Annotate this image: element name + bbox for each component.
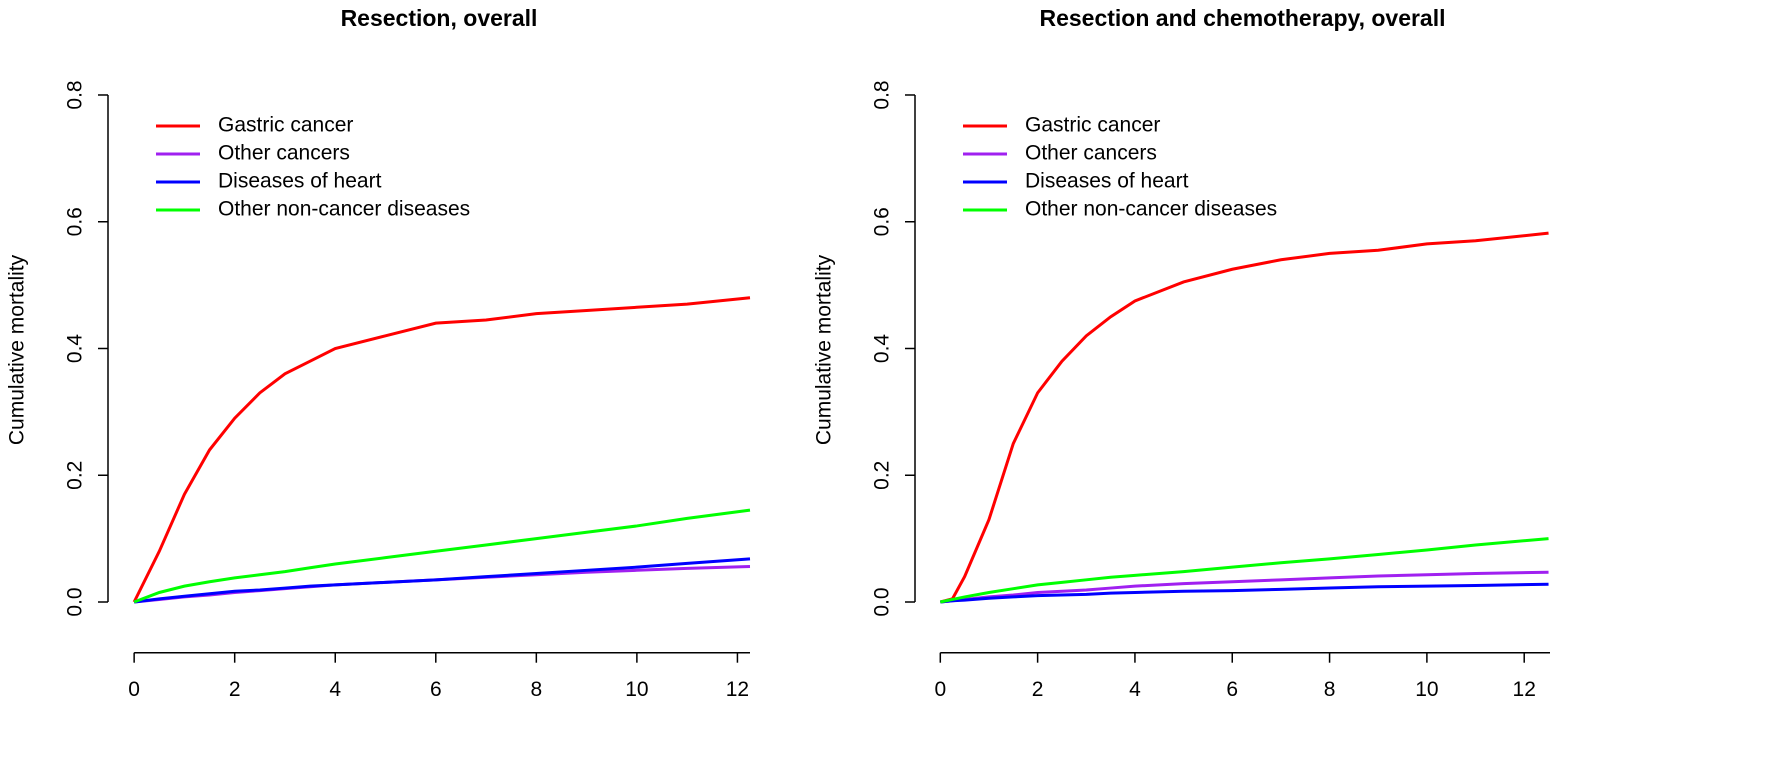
legend-label: Other non-cancer diseases	[218, 198, 470, 221]
y-tick-label: 0.8	[871, 80, 894, 109]
y-tick-label: 0.2	[64, 461, 87, 490]
y-tick-label: 0.4	[64, 334, 87, 364]
x-tick-label: 10	[625, 678, 648, 701]
x-tick-label: 10	[1415, 678, 1438, 701]
series-line	[939, 537, 1549, 604]
x-tick-label: 12	[1513, 678, 1536, 701]
y-tick-label: 0.2	[871, 461, 894, 490]
x-tick-label: 2	[1032, 678, 1044, 701]
legend-label: Other non-cancer diseases	[1025, 198, 1277, 221]
chart-title: Resection, overall	[341, 5, 538, 31]
series-line	[939, 231, 1549, 604]
x-tick-label: 12	[726, 678, 749, 701]
x-tick-label: 0	[128, 678, 140, 701]
legend-label: Gastric cancer	[1025, 114, 1160, 137]
y-tick-label: 0.0	[64, 587, 87, 616]
y-tick-label: 0.0	[871, 587, 894, 616]
series-line	[133, 565, 751, 604]
x-tick-label: 6	[1226, 678, 1238, 701]
series-line	[133, 508, 751, 604]
legend-label: Other cancers	[218, 142, 350, 165]
y-tick-label: 0.6	[871, 207, 894, 236]
legend-label: Other cancers	[1025, 142, 1157, 165]
x-tick-label: 8	[530, 678, 542, 701]
y-axis-label: Cumulative mortality	[6, 254, 29, 445]
y-axis-label: Cumulative mortality	[813, 254, 836, 445]
x-tick-label: 6	[430, 678, 442, 701]
series-line	[132, 296, 751, 603]
series-line	[133, 557, 751, 604]
legend-label: Diseases of heart	[218, 170, 382, 193]
x-tick-label: 4	[1129, 678, 1141, 701]
y-tick-label: 0.6	[64, 207, 87, 236]
x-tick-label: 4	[329, 678, 341, 701]
x-tick-label: 8	[1324, 678, 1336, 701]
y-tick-label: 0.8	[64, 80, 87, 109]
series-line	[940, 582, 1549, 604]
x-tick-label: 0	[934, 678, 946, 701]
panel: Resection, overall Cumulative mortality 0.…	[6, 5, 751, 701]
panel: Resection and chemotherapy, overall Cumul…	[813, 5, 1550, 701]
y-tick-label: 0.4	[871, 334, 894, 364]
chart-title: Resection and chemotherapy, overall	[1039, 5, 1445, 31]
x-tick-label: 2	[229, 678, 241, 701]
legend-label: Diseases of heart	[1025, 170, 1189, 193]
legend-label: Gastric cancer	[218, 114, 353, 137]
